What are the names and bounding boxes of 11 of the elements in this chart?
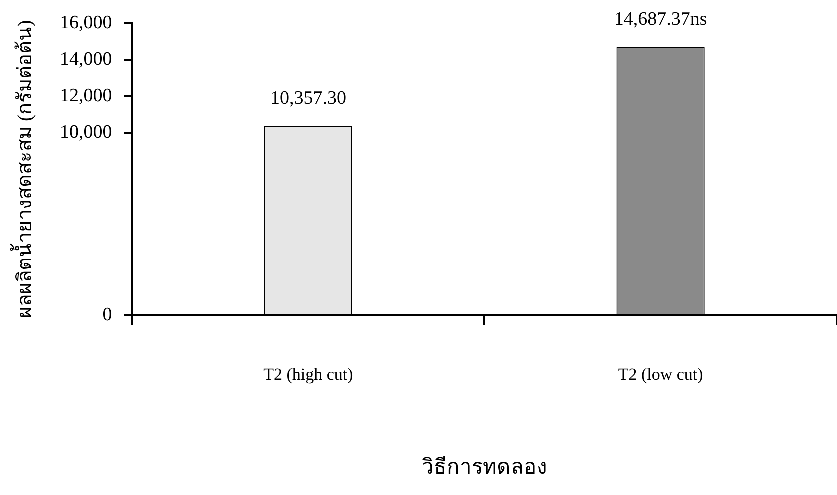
x-tick-label: T2 (high cut) (264, 365, 354, 384)
y-tick-label: 14,000 (60, 48, 112, 70)
y-tick-label: 0 (102, 304, 112, 326)
x-axis-title: วิธีการทดลอง (422, 454, 548, 479)
x-tick-label: T2 (low cut) (618, 365, 704, 384)
y-tick-label: 12,000 (60, 85, 112, 106)
y-tick-label: 16,000 (60, 12, 112, 34)
y-tick-label: 10,000 (60, 122, 112, 143)
y-axis-title: ผลผลิตน้ำยางสดสะสม (กรัมต่อต้น) (10, 20, 36, 319)
data-label: 10,357.30 (270, 88, 346, 109)
data-label: 14,687.37ns (614, 8, 708, 30)
